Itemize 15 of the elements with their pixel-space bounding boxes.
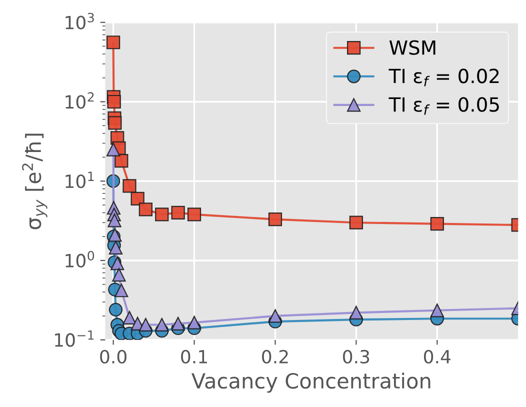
legend-label: TI ε$_{f}$ = 0.05 [388, 97, 499, 115]
y-tick-label: 10$^{−1}$ [55, 330, 94, 347]
x-tick-label: 0.3 [343, 350, 370, 364]
x-tick-label: 0.0 [100, 350, 126, 364]
y-axis-title: σ$_{yy}$ [e$^{2}$/ħ] [22, 134, 48, 230]
y-tick-label: 10$^{0}$ [66, 250, 94, 268]
legend-label: WSM [389, 40, 436, 55]
x-axis-title: Vacancy Concentration [192, 372, 430, 393]
y-tick-label: 10$^{3}$ [66, 12, 94, 30]
y-tick-label: 10$^{1}$ [66, 172, 94, 188]
x-tick-label: 0.1 [181, 350, 207, 364]
x-tick-label: 0.2 [262, 350, 288, 364]
y-tick-label: 10$^{2}$ [66, 92, 94, 109]
legend-label: TI ε$_{f}$ = 0.02 [388, 68, 499, 86]
x-tick-label: 0.4 [424, 350, 450, 364]
